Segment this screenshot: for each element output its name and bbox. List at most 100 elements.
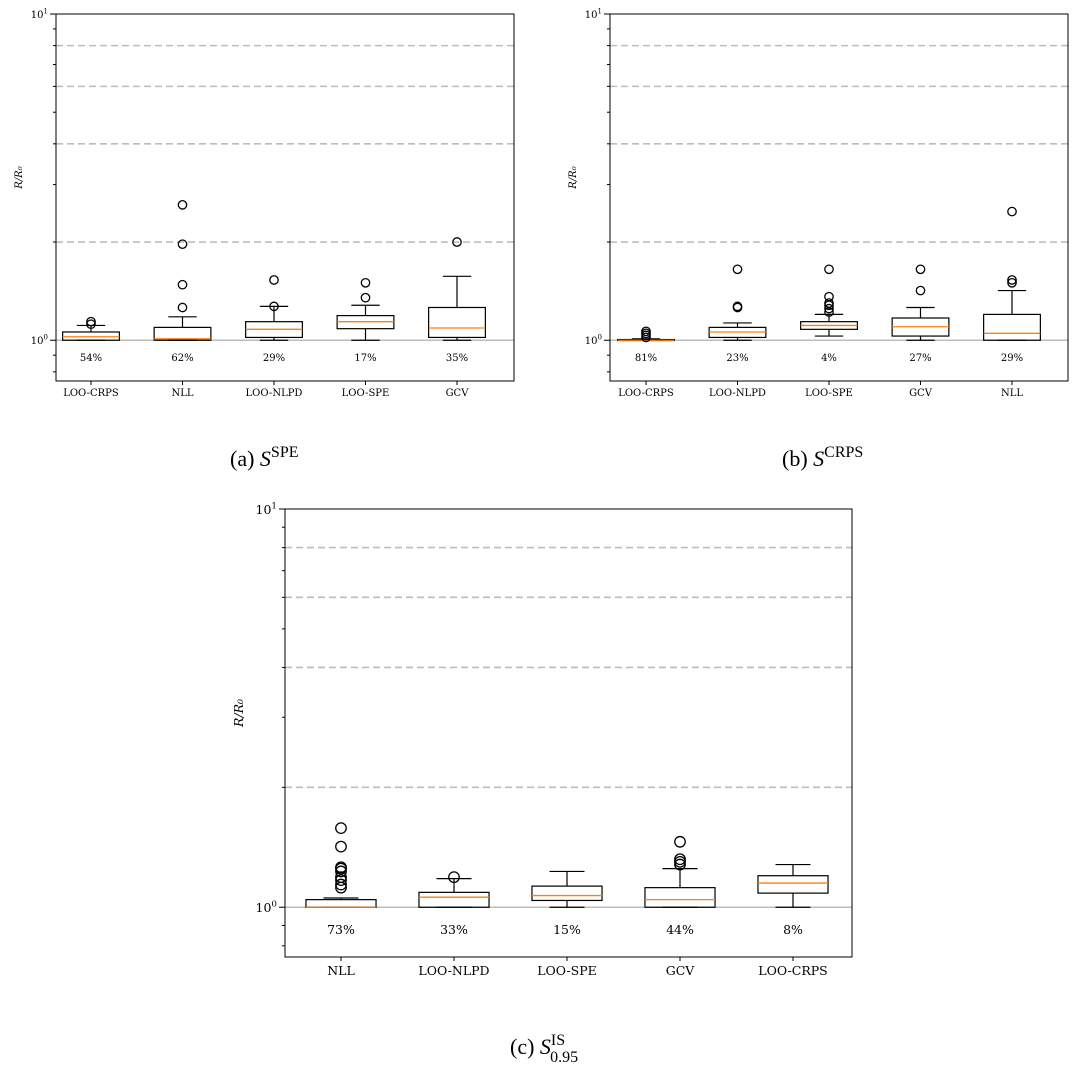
y-axis-label: R/R₀ [231, 699, 246, 728]
box-gcv: 44% [644, 835, 716, 937]
percentage-label: 62% [171, 353, 193, 364]
x-tick-label: GCV [909, 388, 933, 399]
outlier-point [177, 200, 188, 210]
y-tick-label: 100 [256, 900, 277, 916]
outlier-point [360, 277, 371, 288]
outlier-point [732, 301, 743, 312]
box-loo-nlpd: 29% [245, 275, 303, 364]
x-tick-label: LOO-CRPS [618, 388, 674, 399]
y-axis-label: R/R₀ [14, 166, 25, 189]
outlier-point [674, 855, 686, 868]
x-tick-label: LOO-CRPS [758, 963, 827, 978]
outlier-point [824, 291, 834, 302]
outlier-point [335, 865, 347, 878]
outlier-point [448, 871, 460, 884]
outlier-point [732, 264, 743, 275]
iqr-box [644, 887, 716, 908]
x-tick-label: LOO-SPE [342, 388, 390, 399]
outlier-point [335, 840, 347, 853]
box-loo-spe: 4% [800, 264, 858, 364]
outlier-point [177, 302, 188, 313]
outlier-point [824, 303, 834, 314]
outlier-point [360, 292, 371, 303]
x-tick-label: LOO-NLPD [709, 388, 766, 399]
y-tick-label: 100 [585, 334, 602, 348]
percentage-label: 23% [726, 353, 748, 364]
outlier-point [335, 861, 347, 874]
x-tick-label: GCV [666, 963, 696, 978]
plot-frame [55, 13, 515, 382]
iqr-box [428, 306, 486, 339]
x-tick-label: LOO-SPE [805, 388, 853, 399]
outlier-point [177, 279, 188, 290]
outlier-point [1007, 206, 1017, 217]
box-gcv: 27% [891, 264, 950, 364]
panel-caption: (b) SCRPS [782, 444, 863, 471]
box-loo-crps: 81% [617, 326, 675, 364]
outlier-point [674, 835, 686, 848]
chart-panel: 100 101 R/R₀ 54% LOO-CRPS 62% NLL 29% LOO-NLPD 17… [14, 8, 515, 471]
box-nll: 29% [983, 206, 1041, 364]
x-tick-label: GCV [446, 388, 470, 399]
outlier-point [641, 326, 651, 337]
x-tick-label: NLL [171, 388, 193, 399]
iqr-box [757, 875, 829, 894]
x-tick-label: NLL [327, 963, 355, 978]
chart-panel: 100 101 R/R₀ 73% NLL 33% LOO-NLPD 15% LOO-SPE 44%… [231, 501, 853, 1066]
outlier-point [1007, 277, 1017, 288]
percentage-label: 8% [783, 922, 803, 937]
percentage-label: 44% [666, 922, 694, 937]
outlier-point [177, 239, 188, 250]
box-loo-nlpd: 23% [708, 264, 767, 364]
outlier-point [86, 319, 96, 330]
x-tick-label: LOO-NLPD [418, 963, 489, 978]
box-gcv: 35% [428, 237, 486, 364]
outlier-point [335, 878, 347, 891]
x-tick-label: NLL [1001, 388, 1023, 399]
percentage-label: 27% [909, 353, 931, 364]
box-loo-crps: 8% [757, 863, 829, 937]
outlier-point [335, 822, 347, 835]
x-tick-label: LOO-NLPD [246, 388, 303, 399]
outlier-point [915, 285, 926, 296]
y-tick-label: 101 [585, 8, 602, 22]
percentage-label: 73% [327, 922, 355, 937]
outlier-point [824, 264, 834, 275]
y-tick-label: 101 [256, 501, 277, 517]
outlier-point [824, 298, 834, 308]
outlier-point [86, 316, 96, 327]
percentage-label: 17% [354, 353, 376, 364]
outlier-point [269, 301, 279, 312]
percentage-label: 33% [440, 922, 468, 937]
iqr-box [531, 885, 603, 902]
y-axis-label: R/R₀ [568, 166, 579, 189]
y-tick-label: 100 [31, 334, 48, 348]
box-loo-spe: 15% [531, 870, 603, 937]
x-tick-label: LOO-CRPS [63, 388, 119, 399]
outlier-point [674, 853, 686, 866]
percentage-label: 29% [1001, 353, 1023, 364]
percentage-label: 35% [446, 353, 468, 364]
outlier-point [452, 237, 462, 247]
percentage-label: 29% [263, 353, 285, 364]
plot-frame [284, 508, 853, 958]
outlier-point [335, 874, 347, 886]
iqr-box [153, 326, 212, 341]
x-tick-label: LOO-SPE [537, 963, 597, 978]
iqr-box [305, 899, 377, 908]
plot-frame [609, 13, 1069, 382]
percentage-label: 81% [635, 353, 657, 364]
outlier-point [915, 264, 926, 275]
panel-caption: (c) SIS 0.95 [510, 1032, 578, 1066]
percentage-label: 54% [80, 353, 102, 364]
iqr-box [983, 313, 1041, 341]
box-nll: 62% [153, 200, 212, 364]
y-tick-label: 101 [31, 8, 48, 22]
chart-panel: 100 101 R/R₀ 81% LOO-CRPS 23% LOO-NLPD 4% LOO-SP… [568, 8, 1069, 471]
outlier-point [269, 275, 279, 285]
box-loo-spe: 17% [336, 277, 395, 364]
percentage-label: 4% [821, 353, 837, 364]
iqr-box [418, 891, 490, 908]
box-loo-crps: 54% [62, 316, 120, 364]
